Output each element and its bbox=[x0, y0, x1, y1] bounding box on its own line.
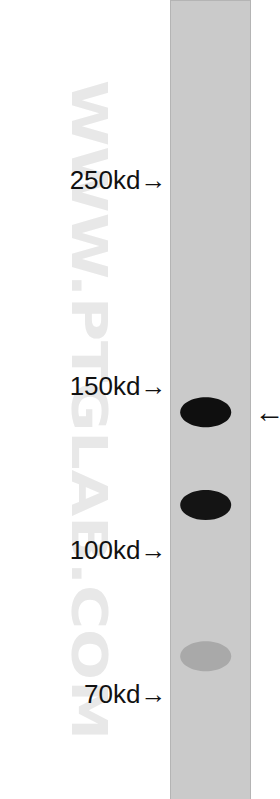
svg-text:100kd→: 100kd→ bbox=[70, 535, 167, 565]
svg-text:250kd→: 250kd→ bbox=[70, 165, 167, 195]
svg-text:WWW.PTGLAB.COM: WWW.PTGLAB.COM bbox=[60, 80, 118, 629]
svg-text:←: ← bbox=[255, 395, 280, 428]
svg-text:70kd→: 70kd→ bbox=[84, 679, 166, 709]
svg-text:150kd→: 150kd→ bbox=[70, 371, 167, 401]
